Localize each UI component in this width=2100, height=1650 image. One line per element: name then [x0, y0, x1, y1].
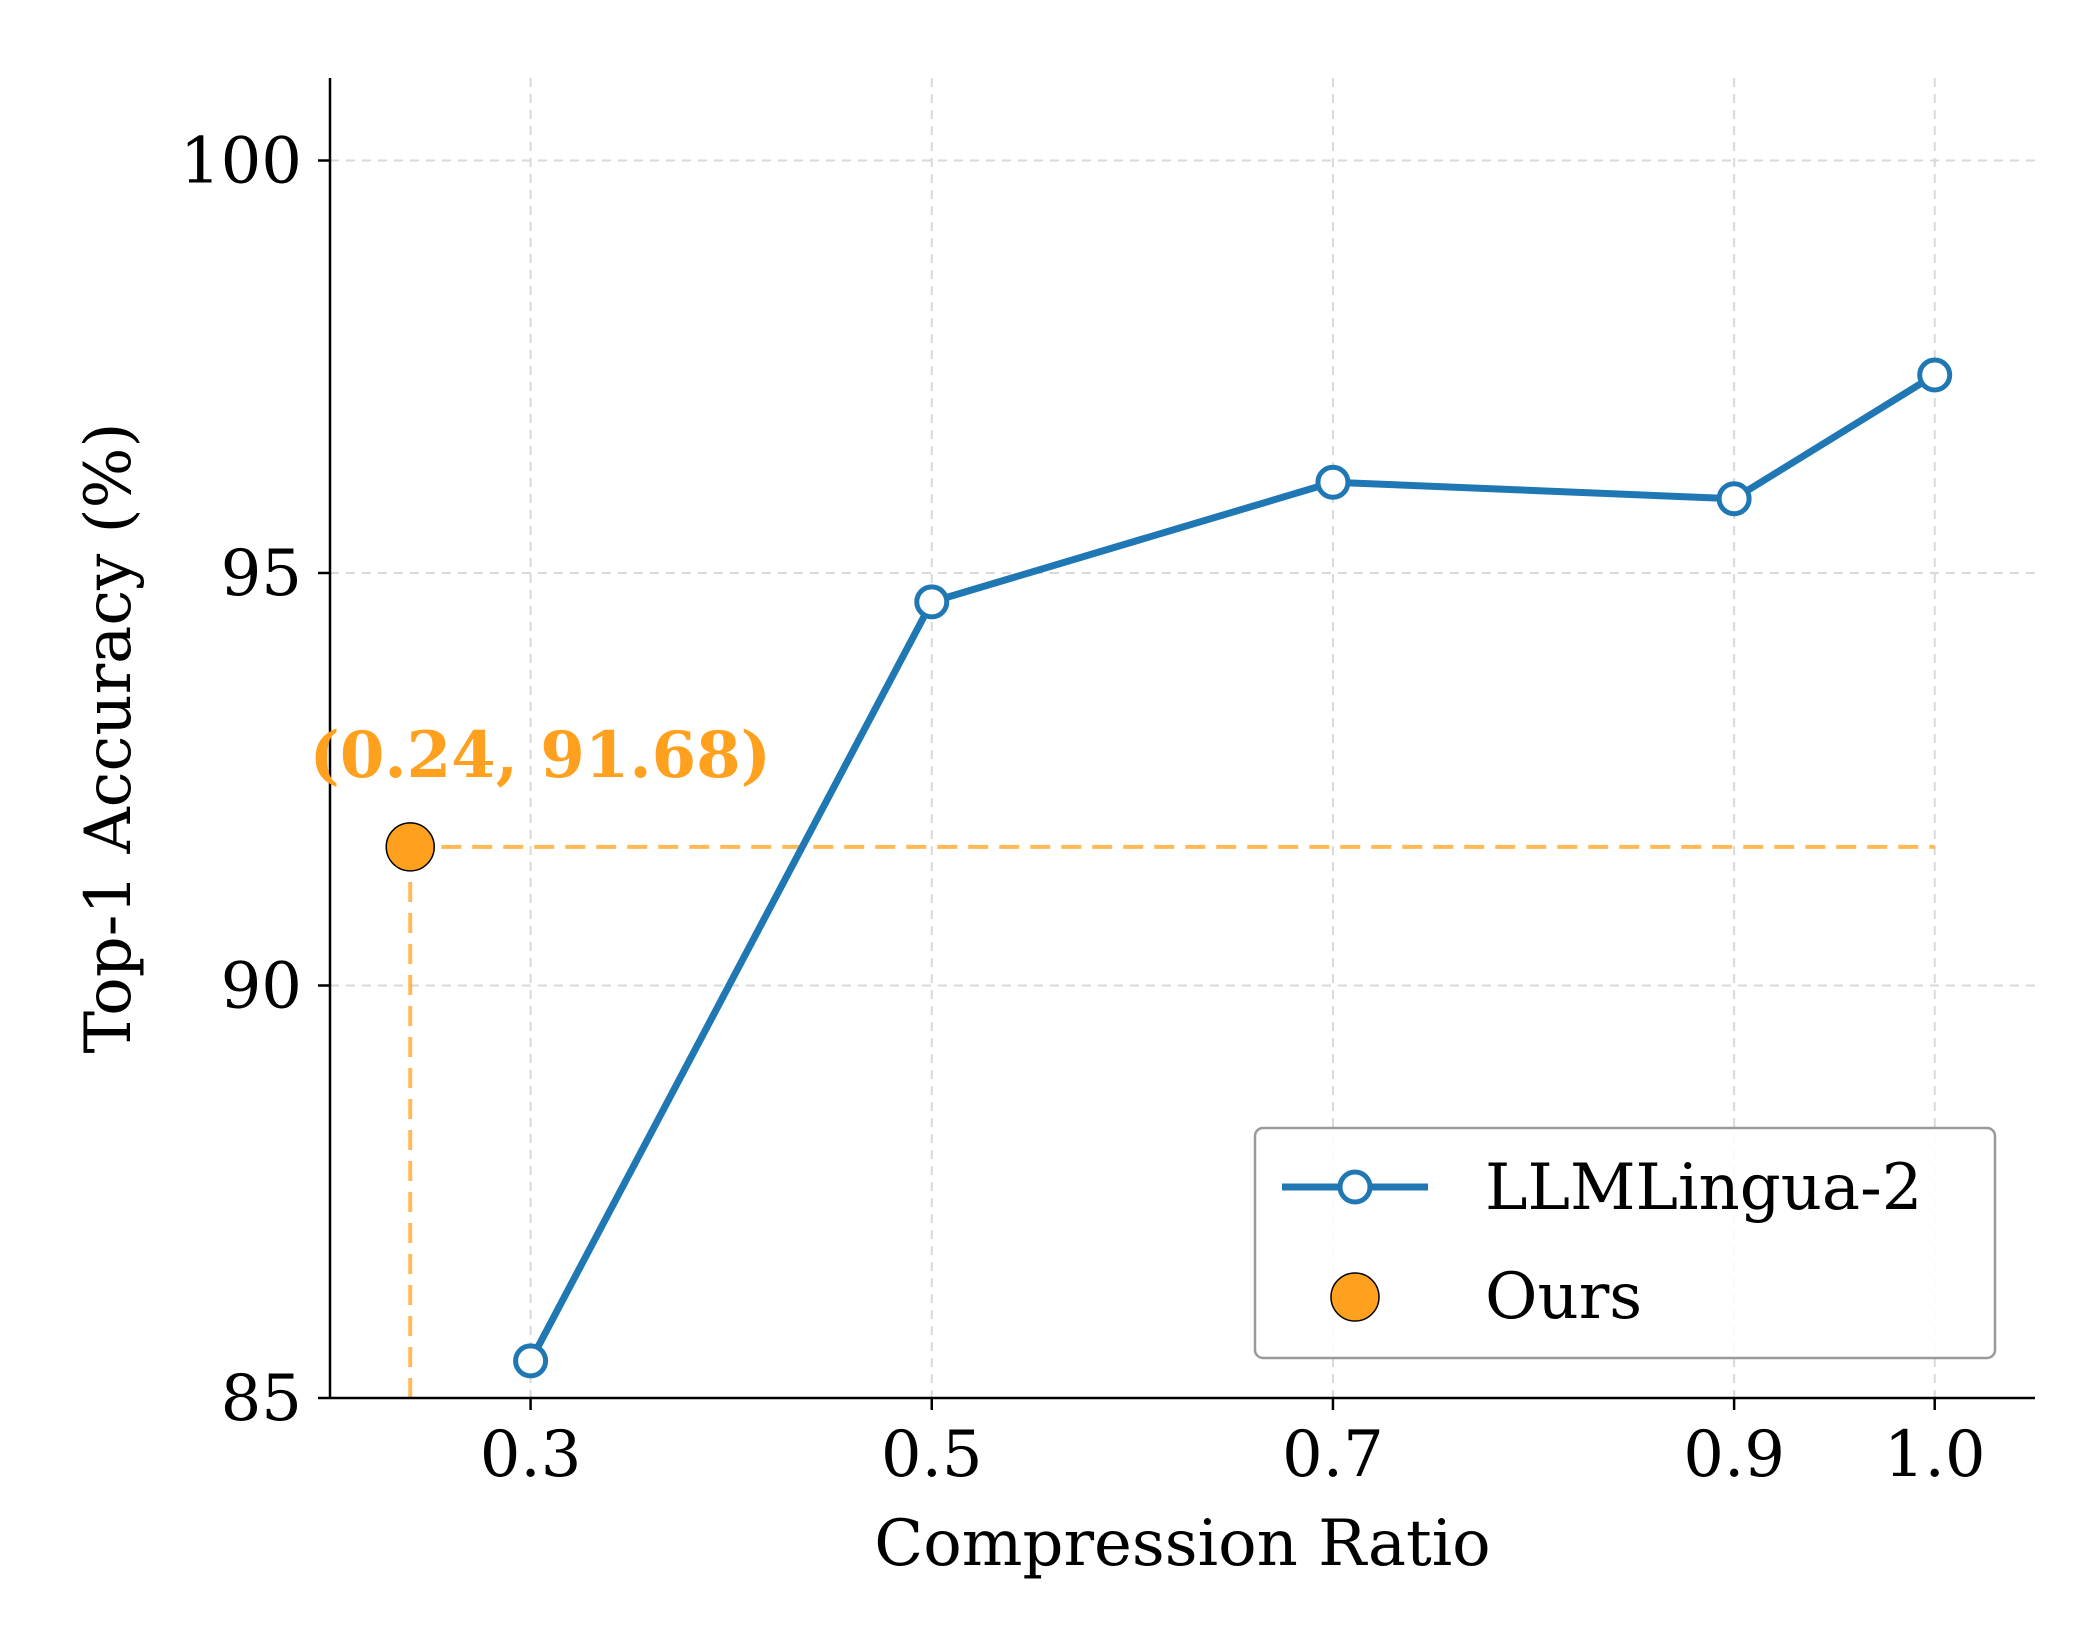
data-point-llmlingua-2-4 — [1917, 357, 1953, 393]
legend-label-ours: Ours — [1485, 1260, 1642, 1334]
data-point-llmlingua-2-3 — [1716, 481, 1752, 517]
legend-box — [1253, 1126, 1997, 1360]
data-point-llmlingua-2-0 — [513, 1343, 549, 1379]
ours-point-annotation: (0.24, 91.68) — [310, 718, 771, 793]
data-point-ours-0 — [385, 822, 435, 872]
data-point-llmlingua-2-2 — [1315, 464, 1351, 500]
labels: Compression Ratio Top-1 Accuracy (%) (0.… — [72, 423, 1491, 1581]
x-tick-label-1: 0.5 — [881, 1418, 983, 1492]
y-tick-label-3: 100 — [180, 125, 302, 199]
x-tick-label-0: 0.3 — [480, 1418, 582, 1492]
y-tick-label-2: 95 — [221, 537, 302, 611]
grid — [330, 78, 2035, 1398]
axes: 0.3 0.5 0.7 0.9 1.0 85 90 95 100 — [180, 78, 2035, 1492]
y-axis-title: Top-1 Accuracy (%) — [72, 423, 146, 1054]
y-tick-label-1: 90 — [221, 950, 302, 1024]
x-axis-title: Compression Ratio — [874, 1507, 1490, 1581]
legend-label-llmlingua-2: LLMLingua-2 — [1485, 1151, 1922, 1225]
series-layer — [385, 357, 1953, 1379]
x-tick-label-2: 0.7 — [1282, 1418, 1384, 1492]
data-point-llmlingua-2-1 — [914, 584, 950, 620]
legend-marker-llmlingua-2 — [1337, 1169, 1373, 1205]
x-tick-label-4: 1.0 — [1884, 1418, 1986, 1492]
x-tick-label-3: 0.9 — [1683, 1418, 1785, 1492]
legend: LLMLingua-2 Ours — [1253, 1126, 1997, 1360]
legend-marker-ours — [1330, 1272, 1380, 1322]
reference-lines — [408, 844, 1935, 1398]
y-tick-label-0: 85 — [221, 1362, 302, 1436]
